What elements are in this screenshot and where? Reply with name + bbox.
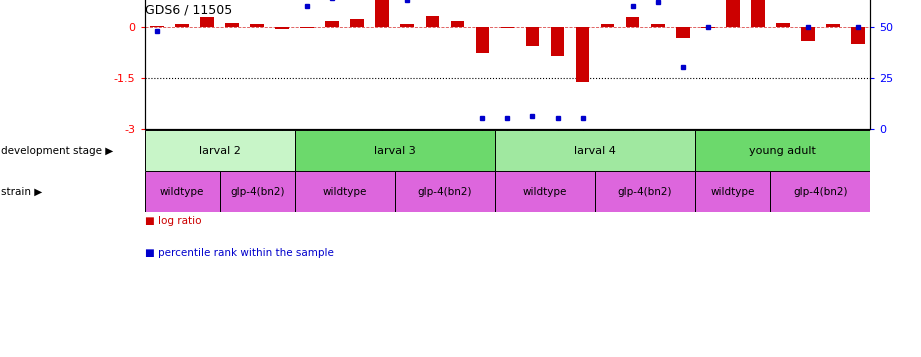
Bar bbox=[175, 24, 189, 27]
Bar bbox=[350, 19, 364, 27]
Bar bbox=[851, 27, 865, 44]
Bar bbox=[226, 23, 239, 27]
Text: glp-4(bn2): glp-4(bn2) bbox=[417, 187, 472, 197]
Bar bbox=[275, 27, 289, 30]
Bar bbox=[625, 17, 639, 27]
Text: glp-4(bn2): glp-4(bn2) bbox=[230, 187, 285, 197]
Text: larval 2: larval 2 bbox=[199, 146, 240, 156]
Bar bbox=[325, 21, 339, 27]
Bar bbox=[495, 171, 595, 212]
Bar bbox=[295, 130, 495, 171]
Bar bbox=[695, 130, 870, 171]
Bar bbox=[495, 130, 695, 171]
Bar bbox=[145, 171, 220, 212]
Text: wildtype: wildtype bbox=[523, 187, 567, 197]
Bar bbox=[145, 130, 295, 171]
Bar bbox=[600, 24, 614, 27]
Bar bbox=[395, 171, 495, 212]
Bar bbox=[695, 171, 770, 212]
Text: glp-4(bn2): glp-4(bn2) bbox=[618, 187, 672, 197]
Bar bbox=[775, 23, 789, 27]
Bar bbox=[801, 27, 815, 41]
Bar bbox=[251, 24, 264, 27]
Text: glp-4(bn2): glp-4(bn2) bbox=[793, 187, 847, 197]
Bar bbox=[295, 171, 395, 212]
Bar bbox=[770, 171, 870, 212]
Bar bbox=[475, 27, 489, 53]
Bar bbox=[450, 21, 464, 27]
Bar bbox=[426, 16, 439, 27]
Bar bbox=[526, 27, 540, 46]
Bar bbox=[676, 27, 690, 38]
Bar bbox=[751, 0, 764, 27]
Bar bbox=[501, 27, 514, 28]
Bar bbox=[376, 0, 390, 27]
Text: ■ log ratio: ■ log ratio bbox=[145, 216, 201, 226]
Text: strain ▶: strain ▶ bbox=[1, 187, 42, 197]
Bar bbox=[576, 27, 589, 82]
Text: development stage ▶: development stage ▶ bbox=[1, 146, 113, 156]
Bar bbox=[220, 171, 295, 212]
Bar bbox=[551, 27, 565, 56]
Bar bbox=[701, 27, 715, 28]
Text: GDS6 / 11505: GDS6 / 11505 bbox=[145, 4, 232, 16]
Text: larval 3: larval 3 bbox=[374, 146, 415, 156]
Bar bbox=[726, 0, 740, 27]
Text: wildtype: wildtype bbox=[322, 187, 367, 197]
Text: larval 4: larval 4 bbox=[574, 146, 616, 156]
Bar bbox=[300, 27, 314, 28]
Bar bbox=[826, 24, 840, 27]
Bar bbox=[200, 17, 214, 27]
Bar bbox=[651, 24, 665, 27]
Bar bbox=[595, 171, 695, 212]
Text: young adult: young adult bbox=[750, 146, 816, 156]
Text: wildtype: wildtype bbox=[160, 187, 204, 197]
Bar bbox=[401, 24, 414, 27]
Text: wildtype: wildtype bbox=[710, 187, 755, 197]
Text: ■ percentile rank within the sample: ■ percentile rank within the sample bbox=[145, 248, 333, 258]
